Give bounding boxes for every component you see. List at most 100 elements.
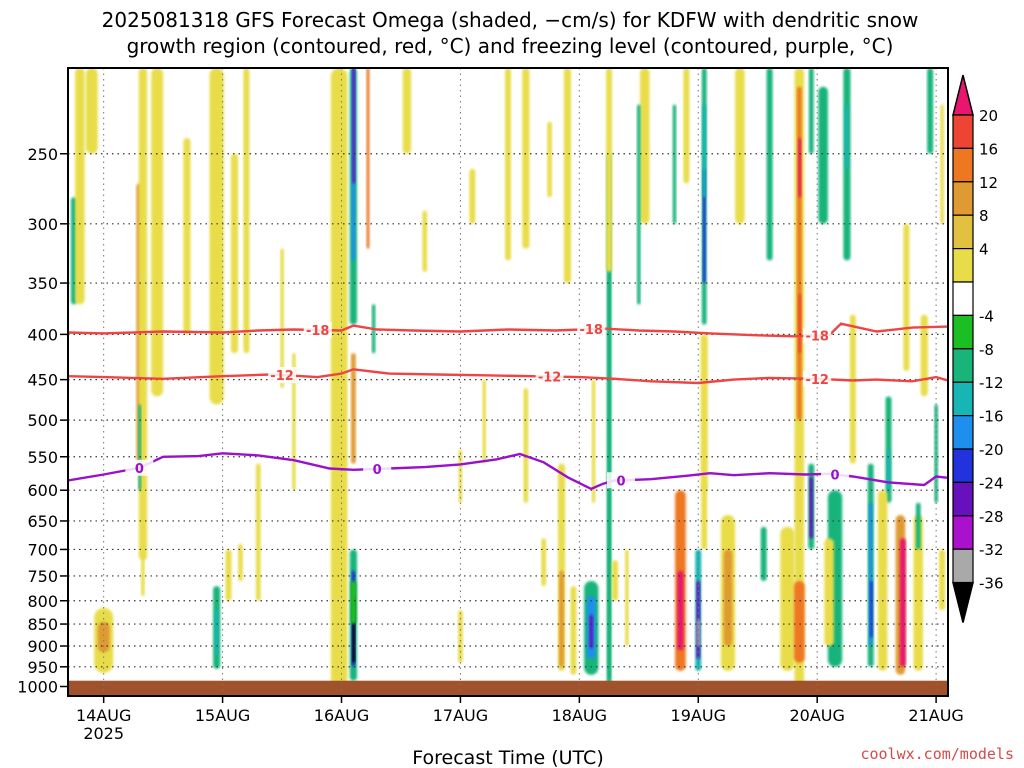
y-tick-label-650: 650	[27, 512, 58, 531]
omega-cell-42	[523, 388, 529, 503]
y-tick-label-1000: 1000	[17, 678, 58, 697]
omega-cell-39	[522, 68, 530, 249]
omega-cell-43	[541, 538, 547, 587]
contour-label-0-2: 0	[616, 474, 625, 489]
chart-title-line-2: growth region (contoured, red, °C) and f…	[127, 34, 894, 58]
colorbar-band-4	[952, 248, 974, 283]
omega-cell-85	[845, 104, 849, 169]
omega-cell-25	[366, 68, 370, 249]
colorbar-band-7	[952, 348, 974, 383]
omega-cell-105	[915, 502, 921, 550]
x-tick-label-5: 19AUG	[671, 706, 726, 725]
omega-cell-61	[677, 570, 684, 651]
omega-cell-77	[796, 86, 802, 421]
y-tick-label-850: 850	[27, 615, 58, 634]
omega-cell-20	[292, 353, 296, 491]
colorbar-label-7: -12	[979, 374, 1004, 392]
y-axis-pressure: 250 300 350 400 450 500 550 600 650 700 750 800 850 9…	[17, 145, 68, 697]
omega-cell-59	[672, 104, 677, 224]
omega-cell-45	[559, 570, 564, 667]
ground-below-surface	[68, 680, 948, 696]
omega-cell-57	[683, 68, 690, 184]
omega-cell-103	[808, 68, 814, 154]
colorbar-label-11: -28	[979, 508, 1004, 526]
omega-cell-38	[505, 68, 511, 261]
y-tick-label-750: 750	[27, 567, 58, 586]
colorbar-band-10	[952, 448, 974, 484]
omega-cell-52	[607, 197, 611, 679]
x-tick-label-2: 16AUG	[314, 706, 369, 725]
contour-label-bg-0-0	[125, 459, 154, 476]
colorbar-band-8	[952, 381, 974, 417]
contour-label-bg-0-1	[363, 460, 392, 477]
omega-cell-8	[75, 68, 85, 305]
omega-cell-69	[701, 483, 708, 550]
colorbar-band-6	[952, 314, 974, 350]
colorbar-label-1: 16	[979, 140, 998, 158]
x-axis-year-label: 2025	[83, 724, 124, 743]
colorbar-band-1	[952, 147, 974, 183]
contour-label-bg--18-1	[577, 321, 606, 338]
omega-cell-4	[141, 549, 145, 596]
omega-cell-12	[230, 153, 239, 354]
omega-cell-6	[183, 138, 191, 335]
contour-label-0-1: 0	[373, 463, 382, 478]
omega-cell-55	[640, 68, 650, 224]
chart-title-line-1: 2025081318 GFS Forecast Omega (shaded, −…	[102, 8, 919, 32]
y-tick-label-400: 400	[27, 325, 58, 344]
omega-cell-102	[940, 104, 944, 224]
omega-cell-56	[606, 68, 613, 272]
colorbar-band-11	[952, 481, 974, 517]
omega-cell-32	[402, 68, 412, 154]
x-axis-time: 14AUG 15AUG 16AUG 17AUG 18AUG 19AUG 20AUG 21AUG	[76, 696, 964, 725]
plot-frame	[67, 67, 949, 697]
x-tick-label-0: 14AUG	[76, 706, 131, 725]
y-tick-label-300: 300	[27, 215, 58, 234]
contour-label-0-3: 0	[831, 469, 840, 484]
omega-cell-50	[591, 379, 596, 503]
omega-cell-10	[85, 68, 98, 154]
y-tick-label-350: 350	[27, 274, 58, 293]
omega-colorbar: 20 16 12 8 4 -4 -8 -12 -16 -20 -24 -28 -32 -36	[952, 74, 1004, 623]
omega-cell-87	[824, 538, 834, 647]
omega-cell-82	[809, 477, 814, 539]
omega-cell-18	[243, 68, 250, 354]
colorbar-label-3: 8	[979, 207, 989, 225]
y-tick-label-450: 450	[27, 371, 58, 390]
omega-cell-5	[151, 68, 164, 397]
y-tick-label-500: 500	[27, 411, 58, 430]
colorbar-label-6: -8	[979, 341, 994, 359]
omega-cell-104	[849, 314, 856, 464]
colorbar-top-arrow	[952, 74, 974, 116]
omega-cell-24	[352, 68, 356, 184]
omega-cell-36	[469, 168, 476, 224]
y-tick-label-700: 700	[27, 540, 58, 559]
plot-area: -18 -18 -18 -12 -12 -12 0 0 0 0	[67, 67, 949, 697]
omega-shading	[70, 68, 946, 687]
omega-cell-53	[612, 560, 618, 601]
y-tick-label-600: 600	[27, 481, 58, 500]
x-axis-title: Forecast Time (UTC)	[412, 747, 603, 768]
x-tick-label-7: 21AUG	[908, 706, 963, 725]
omega-cell-1	[97, 621, 110, 653]
colorbar-label-9: -20	[979, 441, 1004, 459]
omega-cell-95	[899, 538, 906, 667]
colorbar-band-13	[952, 548, 974, 584]
omega-cell-83	[818, 86, 828, 224]
omega-cell-15	[225, 549, 232, 601]
omega-cell-99	[939, 549, 946, 611]
colorbar-band-5	[952, 281, 974, 317]
omega-cell-58	[637, 104, 641, 305]
colorbar-label-8: -16	[979, 408, 1004, 426]
colorbar-label-13: -36	[979, 575, 1004, 593]
colorbar-band-2	[952, 181, 974, 216]
colorbar-band-0	[952, 114, 974, 150]
omega-cell-66	[702, 168, 706, 284]
omega-cell-74	[766, 68, 773, 261]
contour-label--12-2: -12	[805, 373, 829, 388]
omega-cell-17	[255, 463, 261, 601]
contour-label-bg--18-0	[303, 322, 332, 339]
y-tick-label-950: 950	[27, 658, 58, 677]
omega-cell-37	[482, 379, 486, 464]
